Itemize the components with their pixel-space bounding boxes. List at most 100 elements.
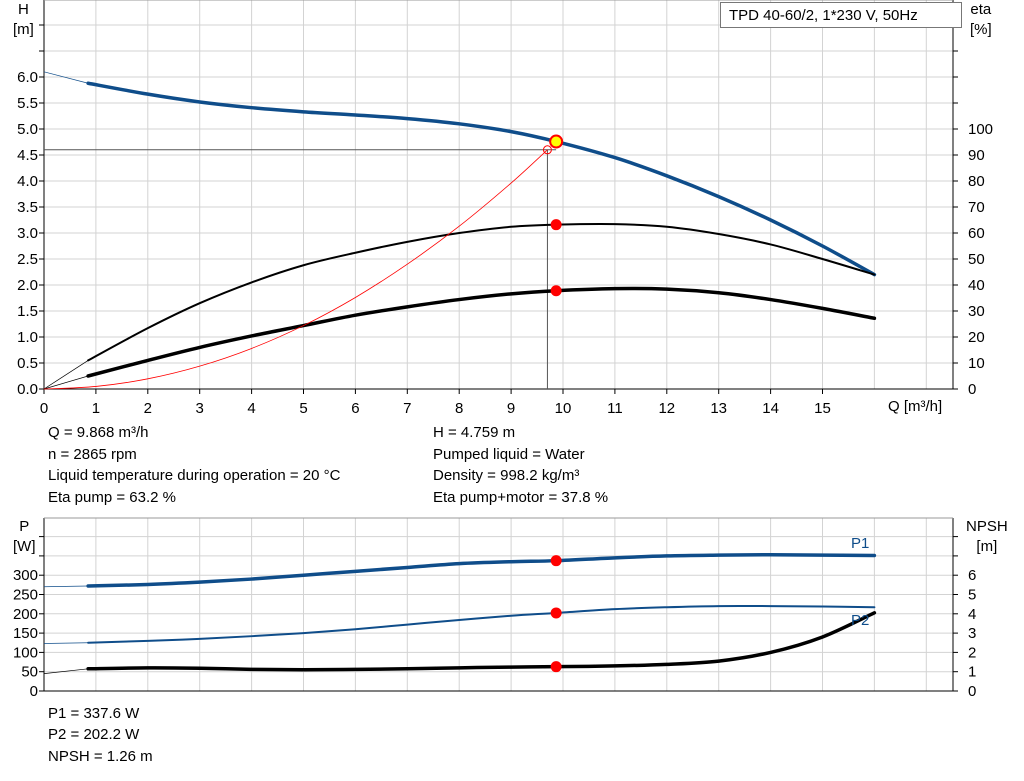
right-tick-label: 20 bbox=[968, 329, 985, 346]
readout-p2: P2 = 202.2 W bbox=[48, 726, 140, 743]
right-tick-label: 40 bbox=[968, 277, 985, 294]
p2-series-label: P2 bbox=[851, 612, 870, 629]
right-tick-label: 10 bbox=[968, 355, 985, 372]
duty-point-npsh-marker bbox=[550, 661, 562, 673]
left-tick-label: 0.0 bbox=[17, 381, 38, 398]
p1-curve bbox=[86, 552, 877, 588]
system-curve-curve bbox=[43, 149, 548, 390]
left-tick-label: 150 bbox=[13, 625, 38, 642]
p-axis-label: P [W] bbox=[13, 517, 36, 557]
h-axis-label-unit: [m] bbox=[13, 21, 34, 38]
left-tick-label: 1.0 bbox=[17, 329, 38, 346]
x-tick-label: 6 bbox=[351, 400, 359, 417]
x-tick-label: 10 bbox=[555, 400, 572, 417]
right-tick-label: 4 bbox=[968, 606, 976, 623]
left-tick-label: 3.5 bbox=[17, 199, 38, 216]
p2-extension bbox=[43, 642, 89, 644]
left-tick-label: 0.5 bbox=[17, 355, 38, 372]
left-tick-label: 2.0 bbox=[17, 277, 38, 294]
left-tick-label: 50 bbox=[21, 664, 38, 681]
pump-title: TPD 40-60/2, 1*230 V, 50Hz bbox=[720, 2, 962, 28]
x-tick-label: 11 bbox=[607, 400, 623, 417]
readout-q: Q = 9.868 m³/h bbox=[48, 424, 149, 441]
right-tick-label: 100 bbox=[968, 121, 993, 138]
x-tick-label: 12 bbox=[658, 400, 675, 417]
duty-point-eta-total-marker bbox=[550, 285, 562, 297]
readout-temp: Liquid temperature during operation = 20… bbox=[48, 467, 341, 484]
left-tick-label: 6.0 bbox=[17, 69, 38, 86]
eta-pump-extension bbox=[43, 360, 89, 390]
npsh-axis-label: NPSH [m] bbox=[966, 517, 1008, 557]
right-tick-label: 80 bbox=[968, 173, 985, 190]
p-axis-label-unit: [W] bbox=[13, 538, 36, 555]
p-axis-label-name: P bbox=[19, 518, 30, 535]
p1-extension bbox=[43, 585, 89, 588]
left-tick-label: 5.5 bbox=[17, 95, 38, 112]
eta-axis-label-unit: [%] bbox=[970, 21, 992, 38]
x-tick-label: 4 bbox=[247, 400, 255, 417]
requested-point-marker bbox=[542, 145, 552, 155]
readout-npsh: NPSH = 1.26 m bbox=[48, 748, 153, 765]
x-tick-label: 2 bbox=[144, 400, 152, 417]
right-tick-label: 60 bbox=[968, 225, 985, 242]
left-tick-label: 100 bbox=[13, 644, 38, 661]
h-extension bbox=[43, 71, 89, 84]
x-tick-label: 7 bbox=[403, 400, 411, 417]
p2-curve bbox=[87, 604, 876, 644]
right-tick-label: 50 bbox=[968, 251, 985, 268]
npsh-axis-label-unit: [m] bbox=[976, 538, 998, 555]
eta-axis-label: eta [%] bbox=[970, 0, 992, 40]
right-tick-label: 0 bbox=[968, 381, 976, 398]
duty-point-p1-marker bbox=[550, 555, 562, 567]
right-tick-label: 5 bbox=[968, 587, 976, 604]
x-tick-label: 13 bbox=[710, 400, 727, 417]
right-tick-label: 2 bbox=[968, 644, 976, 661]
readout-density: Density = 998.2 kg/m³ bbox=[433, 467, 580, 484]
readout-liquid: Pumped liquid = Water bbox=[433, 446, 585, 463]
npsh-axis-label-name: NPSH bbox=[966, 518, 1008, 535]
left-tick-label: 3.0 bbox=[17, 225, 38, 242]
readout-eta-pump: Eta pump = 63.2 % bbox=[48, 489, 176, 506]
right-tick-label: 6 bbox=[968, 567, 976, 584]
x-tick-label: 1 bbox=[92, 400, 100, 417]
left-tick-label: 0 bbox=[30, 683, 38, 700]
h-curve bbox=[86, 81, 877, 277]
left-tick-label: 1.5 bbox=[17, 303, 38, 320]
x-tick-label: 5 bbox=[299, 400, 307, 417]
readout-n: n = 2865 rpm bbox=[48, 446, 137, 463]
right-tick-label: 30 bbox=[968, 303, 985, 320]
left-tick-label: 5.0 bbox=[17, 121, 38, 138]
duty-point-head-marker bbox=[549, 134, 564, 149]
right-tick-label: 1 bbox=[968, 664, 976, 681]
left-tick-label: 2.5 bbox=[17, 251, 38, 268]
x-tick-label: 9 bbox=[507, 400, 515, 417]
h-axis-label-name: H bbox=[18, 1, 29, 18]
duty-point-eta-pump-marker bbox=[550, 219, 562, 231]
x-tick-label: 0 bbox=[40, 400, 48, 417]
right-tick-label: 90 bbox=[968, 147, 985, 164]
x-tick-label: 3 bbox=[196, 400, 204, 417]
q-axis-label: Q [m³/h] bbox=[888, 398, 943, 415]
x-tick-label: 14 bbox=[762, 400, 779, 417]
left-tick-label: 4.0 bbox=[17, 173, 38, 190]
p1-series-label: P1 bbox=[851, 535, 870, 552]
x-tick-label: 8 bbox=[455, 400, 463, 417]
npsh-extension bbox=[43, 668, 89, 674]
right-tick-label: 3 bbox=[968, 625, 976, 642]
right-tick-label: 0 bbox=[968, 683, 976, 700]
left-tick-label: 200 bbox=[13, 606, 38, 623]
left-tick-label: 250 bbox=[13, 587, 38, 604]
right-tick-label: 70 bbox=[968, 199, 985, 216]
left-tick-label: 300 bbox=[13, 567, 38, 584]
readout-eta-total: Eta pump+motor = 37.8 % bbox=[433, 489, 609, 506]
eta-pump-motor-extension bbox=[43, 375, 89, 390]
readout-p1: P1 = 337.6 W bbox=[48, 705, 140, 722]
left-tick-label: 4.5 bbox=[17, 147, 38, 164]
npsh-curve bbox=[86, 611, 877, 672]
readout-h: H = 4.759 m bbox=[433, 424, 516, 441]
x-tick-label: 15 bbox=[814, 400, 831, 417]
eta-pump-motor-curve bbox=[86, 286, 877, 378]
h-axis-label: H [m] bbox=[13, 0, 34, 40]
